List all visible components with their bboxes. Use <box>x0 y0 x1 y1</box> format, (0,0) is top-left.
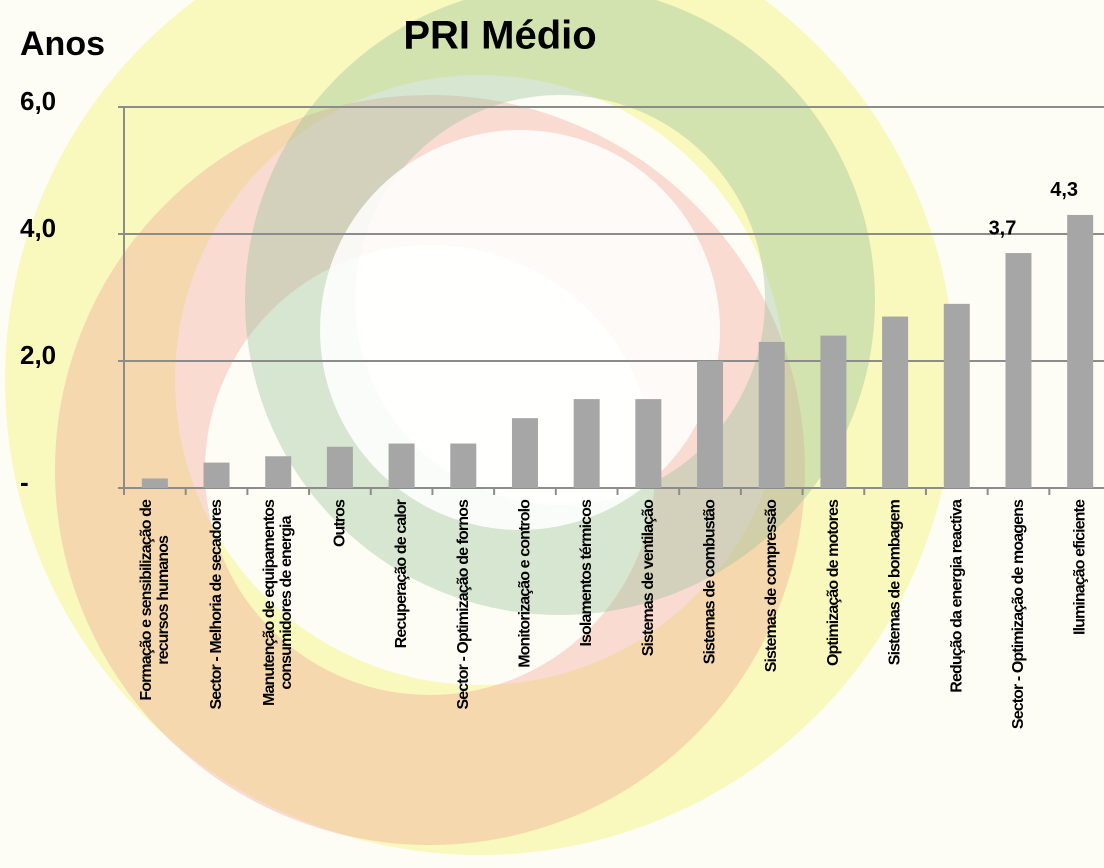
bar <box>697 361 723 488</box>
bar <box>1067 215 1093 488</box>
y-tick-label: 4,0 <box>20 213 56 243</box>
bar <box>820 336 846 488</box>
x-tick-label: Monitorização e controlo <box>516 500 533 668</box>
data-label: 3,7 <box>989 217 1017 239</box>
x-tick-label: Optimização de motores <box>825 500 842 666</box>
x-tick-label: Iluminação eficiente <box>1072 500 1089 635</box>
x-tick-label: Sistemas de combustão <box>702 500 719 664</box>
y-tick-label: 6,0 <box>20 86 56 116</box>
bar <box>389 444 415 488</box>
bar <box>574 399 600 488</box>
bar <box>450 444 476 488</box>
y-tick-label: - <box>20 467 29 497</box>
x-tick-label: Manutenção de equipamentos consumidores … <box>261 500 295 706</box>
bar <box>142 478 168 488</box>
bar <box>1005 253 1031 488</box>
x-tick-label: Formação e sensibilização de recursos hu… <box>138 500 172 701</box>
x-tick-label: Sistemas de compressão <box>763 500 780 672</box>
chart-title: PRI Médio <box>403 14 596 58</box>
chart: PRI Médio Anos - 2,0 4,0 6,0 3,7 4,3 <box>0 0 1104 868</box>
x-tick-label: Outros <box>331 500 348 547</box>
bar <box>759 342 785 488</box>
bar <box>327 447 353 488</box>
bar <box>204 463 230 488</box>
y-tick-label: 2,0 <box>20 340 56 370</box>
bar <box>512 418 538 488</box>
bar <box>944 304 970 488</box>
x-tick-label: Redução da energia reactiva <box>948 500 965 693</box>
x-tick-label: Isolamentos térmicos <box>578 500 595 647</box>
x-tick-label: Sistemas de ventilação <box>640 500 657 656</box>
bar <box>882 317 908 488</box>
bar <box>635 399 661 488</box>
bar <box>265 456 291 488</box>
x-tick-label: Sector - Optimização de moagens <box>1010 500 1027 729</box>
y-axis-title: Anos <box>20 25 105 63</box>
x-tick-label: Recuperação de calor <box>393 500 410 648</box>
x-tick-label: Sector - Melhoria de secadores <box>208 500 225 710</box>
data-label: 4,3 <box>1050 179 1078 201</box>
x-tick-label: Sistemas de bombagem <box>887 500 904 665</box>
background <box>90 0 870 770</box>
page: PRI Médio Anos - 2,0 4,0 6,0 3,7 4,3 Formação… <box>0 0 1104 868</box>
x-tick-label: Sector - Optimização de fornos <box>455 500 472 710</box>
